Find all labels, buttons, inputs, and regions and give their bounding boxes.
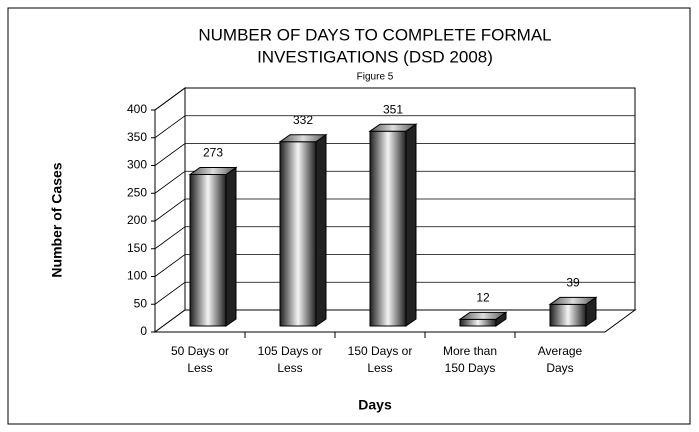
y-tick-label: 350 — [127, 130, 147, 144]
grid-line — [154, 115, 635, 139]
x-tick-label: Less — [277, 361, 302, 375]
y-tick-label: 300 — [127, 158, 147, 172]
x-tick-label: 150 Days or — [348, 344, 413, 358]
grid-line — [154, 281, 635, 305]
chart-title: NUMBER OF DAYS TO COMPLETE FORMAL — [198, 25, 551, 44]
x-tick-label: Less — [187, 361, 212, 375]
value-label: 332 — [293, 113, 313, 127]
x-tick-label: Less — [367, 361, 392, 375]
value-label: 351 — [383, 102, 403, 116]
bar — [548, 296, 598, 327]
bar — [188, 166, 238, 327]
subtitle: Figure 5 — [357, 72, 394, 83]
bar-face — [405, 123, 417, 327]
x-tick-label: More than — [443, 344, 497, 358]
bar-face — [225, 166, 237, 327]
y-tick-label: 200 — [127, 213, 147, 227]
grid-line — [154, 254, 635, 277]
y-tick-label: 0 — [140, 324, 147, 338]
x-tick-label: 105 Days or — [258, 344, 323, 358]
bar-face — [368, 123, 418, 132]
bar-face — [458, 311, 508, 320]
grid-line — [154, 198, 635, 222]
y-axis-label: Number of Cases — [49, 162, 65, 277]
bar-face — [369, 130, 407, 327]
bar-face — [548, 296, 598, 305]
y-tick-label: 150 — [127, 241, 147, 255]
value-label: 273 — [203, 146, 223, 160]
value-label: 39 — [566, 276, 580, 290]
bar-face — [278, 134, 328, 143]
y-tick-label: 250 — [127, 185, 147, 199]
x-tick-label: 150 Days — [445, 361, 496, 375]
bar-face — [315, 133, 327, 327]
x-tick-label: Days — [546, 361, 573, 375]
x-axis-label: Days — [358, 397, 392, 413]
grid-line — [154, 87, 635, 111]
bar-face — [549, 303, 587, 327]
bar — [278, 133, 328, 327]
x-tick-label: Average — [538, 344, 583, 358]
grid-line — [154, 226, 635, 250]
bar-face — [189, 173, 227, 327]
x-tick-label: 50 Days or — [171, 344, 229, 358]
bar-face — [459, 318, 497, 327]
grid-line — [154, 143, 635, 166]
bar — [458, 311, 508, 327]
y-tick-label: 400 — [127, 102, 147, 116]
chart-title: INVESTIGATIONS (DSD 2008) — [257, 47, 493, 66]
grid-line — [154, 170, 635, 194]
bar-face — [279, 141, 317, 327]
value-label: 12 — [476, 291, 490, 305]
y-tick-label: 100 — [127, 269, 147, 283]
bar-face — [188, 166, 238, 175]
bar — [368, 123, 418, 327]
y-tick-label: 50 — [134, 296, 148, 310]
